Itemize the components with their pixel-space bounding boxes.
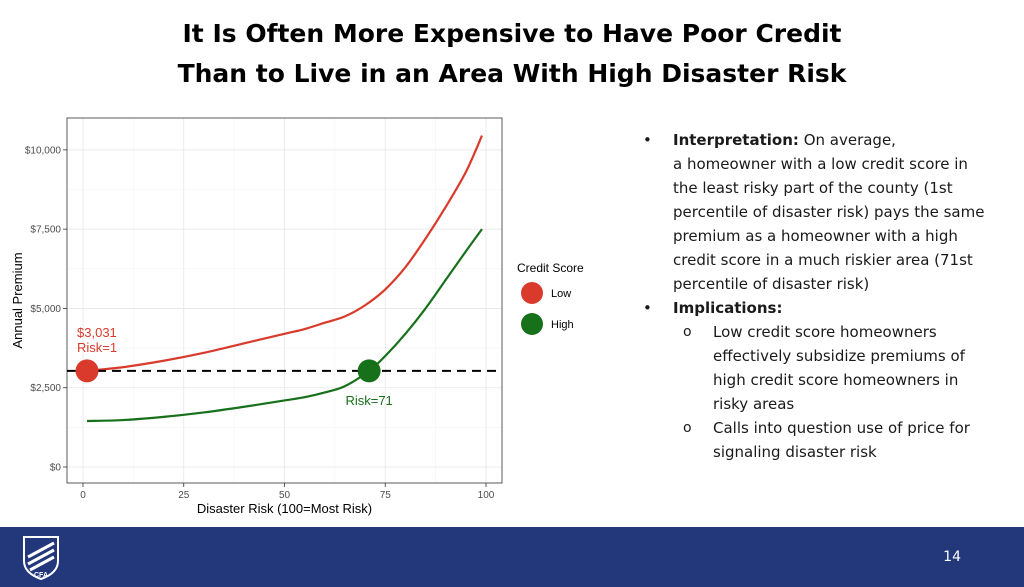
legend-label: High	[551, 319, 574, 331]
chart-axes: 0 25 50 75 100 $0 $2,500 $5,000 $7,500 $10,000 Dis…	[10, 145, 495, 516]
interpretation-line: percentile of disaster risk) pays the sa…	[673, 203, 985, 221]
chart-grid	[67, 118, 502, 483]
bullet-interpretation: • Interpretation: On average, a homeowne…	[643, 128, 1013, 296]
annotation-label: Risk=1	[77, 340, 117, 355]
y-tick-label: $7,500	[30, 225, 61, 236]
bullet-implications: • Implications:	[643, 296, 1013, 320]
sub-bullet-marker: o	[683, 420, 692, 436]
interpretation-line: a homeowner with a low credit score in	[673, 155, 968, 173]
x-axis-title: Disaster Risk (100=Most Risk)	[197, 501, 372, 516]
sub-bullet-marker: o	[683, 324, 692, 340]
legend-title: Credit Score	[517, 261, 584, 275]
annotation-label: Risk=71	[345, 393, 392, 408]
sub-bullet-line: high credit score homeowners in	[713, 371, 959, 389]
x-tick-label: 0	[80, 490, 86, 501]
interpretation-label: Interpretation:	[673, 131, 799, 149]
bullet-marker: •	[643, 299, 652, 317]
interpretation-line: percentile of disaster risk)	[673, 275, 870, 293]
page-number: 14	[943, 549, 961, 565]
sub-bullet-line: Calls into question use of price for	[713, 419, 970, 437]
highlight-point-high	[357, 359, 381, 383]
sub-bullet-pricing: o Calls into question use of price for s…	[683, 416, 1013, 464]
bullet-list: • Interpretation: On average, a homeowne…	[643, 128, 1013, 464]
y-axis-title: Annual Premium	[10, 252, 25, 348]
implications-label: Implications:	[673, 299, 783, 317]
interpretation-line: the least risky part of the county (1st	[673, 179, 953, 197]
bullet-text: Interpretation: On average, a homeowner …	[673, 128, 1013, 296]
cfa-shield-logo: CFA	[23, 536, 59, 581]
y-tick-label: $2,500	[30, 383, 61, 394]
interpretation-line: premium as a homeowner with a high	[673, 227, 958, 245]
legend-label: Low	[551, 288, 571, 300]
x-tick-label: 75	[380, 490, 392, 501]
interpretation-line: credit score in a much riskier area (71s…	[673, 251, 973, 269]
slide-title: It Is Often More Expensive to Have Poor …	[0, 14, 1024, 94]
sub-bullet-subsidize: o Low credit score homeowners effectivel…	[683, 320, 1013, 416]
y-tick-label: $5,000	[30, 304, 61, 315]
premium-chart: 0 25 50 75 100 $0 $2,500 $5,000 $7,500 $10,000 Dis…	[10, 117, 584, 516]
x-tick-label: 100	[478, 490, 495, 501]
series-line-low	[86, 135, 483, 372]
title-line-1: It Is Often More Expensive to Have Poor …	[182, 19, 842, 48]
sub-bullet-line: effectively subsidize premiums of	[713, 347, 965, 365]
logo-text: CFA	[34, 572, 48, 579]
annotation-label: $3,031	[77, 325, 117, 340]
chart-series	[86, 135, 483, 423]
sub-bullet-line: signaling disaster risk	[713, 443, 877, 461]
legend-key-high	[521, 313, 543, 335]
title-line-2: Than to Live in an Area With High Disast…	[177, 59, 847, 88]
series-line-high	[87, 228, 483, 423]
x-tick-label: 50	[279, 490, 291, 501]
sub-bullet-line: risky areas	[713, 395, 795, 413]
sub-bullet-line: Low credit score homeowners	[713, 323, 937, 341]
footer-bar: CFA 14	[0, 527, 1024, 587]
interpretation-line: On average,	[803, 131, 896, 149]
y-tick-label: $10,000	[25, 145, 62, 156]
bullet-marker: •	[643, 131, 652, 149]
x-tick-label: 25	[178, 490, 190, 501]
chart-legend: Credit Score Low High	[517, 261, 584, 335]
highlight-point-low	[75, 359, 99, 383]
y-tick-label: $0	[50, 463, 62, 474]
legend-key-low	[521, 282, 543, 304]
